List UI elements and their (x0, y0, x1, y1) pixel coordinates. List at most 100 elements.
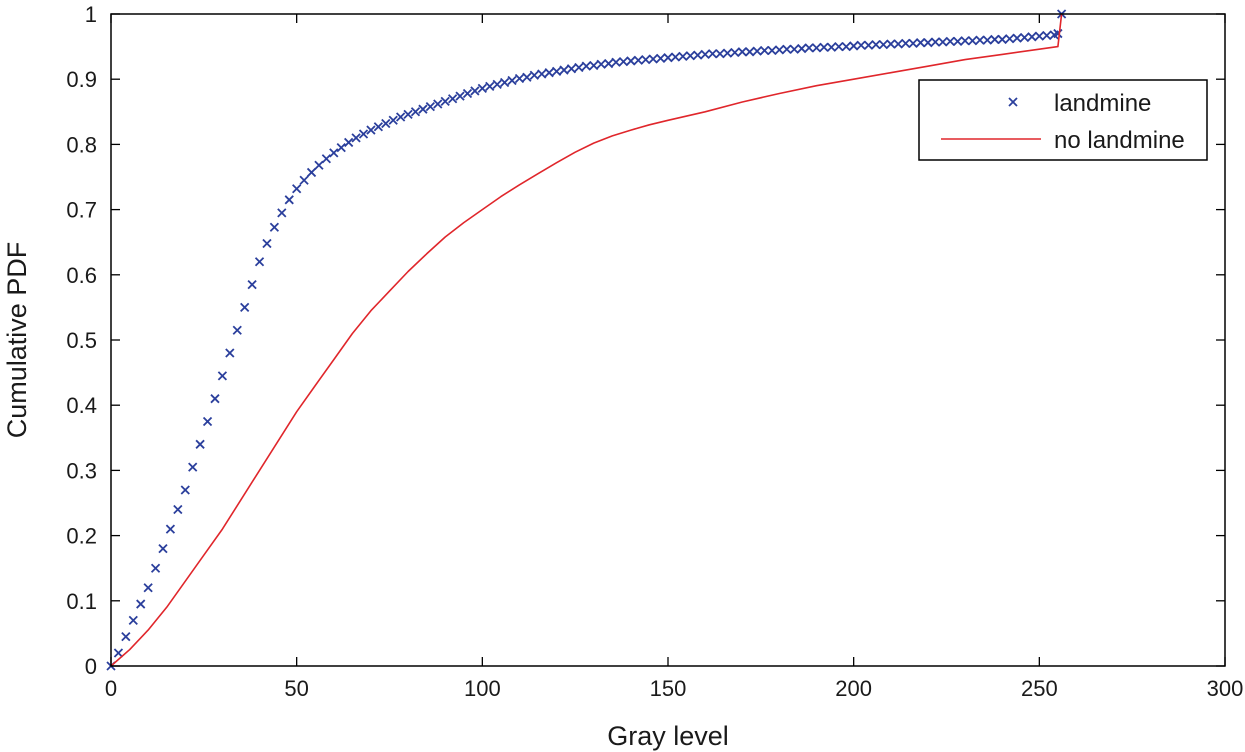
data-point-landmine (433, 99, 443, 109)
data-point-stroke (930, 37, 940, 47)
data-point-stroke (700, 49, 710, 60)
data-point-landmine (210, 394, 220, 404)
data-point-landmine (522, 72, 532, 82)
data-point-stroke (173, 504, 183, 515)
data-point-landmine (180, 485, 190, 495)
data-point-landmine (225, 348, 235, 358)
data-point-stroke (804, 43, 814, 53)
x-tick-label: 200 (835, 676, 872, 701)
data-point-stroke (180, 485, 190, 495)
data-point-landmine (396, 112, 406, 122)
data-point-stroke (1027, 32, 1037, 42)
data-point-stroke (945, 36, 955, 47)
y-tick-label: 0.2 (66, 524, 97, 549)
data-point-landmine (804, 43, 814, 53)
data-point-landmine (499, 77, 510, 88)
data-point-landmine (589, 60, 599, 71)
data-point-landmine (262, 238, 272, 249)
x-tick-label: 50 (284, 676, 308, 701)
data-point-landmine (559, 65, 569, 75)
data-point-landmine (551, 66, 562, 77)
data-point-landmine (240, 302, 250, 313)
data-point-stroke (403, 109, 413, 120)
data-point-stroke (247, 279, 257, 290)
y-tick-label: 0.6 (66, 263, 97, 288)
data-point-stroke (366, 125, 376, 135)
data-point-stroke (915, 38, 926, 48)
data-point-landmine (670, 52, 681, 62)
data-point-stroke (1053, 28, 1063, 39)
data-point-stroke (433, 99, 443, 109)
data-point-landmine (596, 59, 606, 69)
x-tick-label: 0 (105, 676, 117, 701)
data-point-stroke (321, 154, 332, 164)
data-point-stroke (1042, 30, 1052, 41)
data-point-stroke (826, 42, 837, 52)
data-point-stroke (277, 208, 287, 218)
data-point-stroke (693, 50, 703, 60)
data-point-stroke (663, 53, 673, 63)
data-point-landmine (529, 70, 539, 80)
data-point-stroke (722, 48, 733, 58)
data-point-landmine (767, 45, 777, 56)
data-point-stroke (589, 60, 599, 71)
data-point-landmine (329, 148, 339, 158)
data-point-stroke (136, 599, 146, 609)
data-point-landmine (641, 55, 651, 65)
x-tick-label: 300 (1207, 676, 1244, 701)
data-point-landmine (136, 599, 146, 609)
data-point-landmine (1053, 28, 1063, 39)
data-point-stroke (670, 52, 681, 62)
data-point-landmine (470, 86, 480, 96)
data-point-stroke (737, 47, 747, 57)
data-point-landmine (886, 39, 896, 49)
data-point-landmine (700, 49, 710, 60)
data-point-landmine (819, 42, 829, 52)
data-point-stroke (745, 47, 755, 57)
data-point-stroke (462, 88, 473, 99)
y-tick-label: 1 (85, 2, 97, 27)
data-point-stroke (418, 104, 428, 114)
data-point-stroke (306, 167, 317, 178)
data-point-stroke (596, 59, 606, 69)
data-point-landmine (1019, 32, 1030, 43)
y-tick-label: 0.8 (66, 132, 97, 157)
data-point-stroke (329, 148, 339, 158)
data-point-stroke (225, 348, 235, 358)
data-point-landmine (685, 51, 695, 61)
data-point-stroke (566, 64, 577, 74)
x-axis-title: Gray level (607, 721, 729, 751)
data-point-stroke (121, 632, 131, 642)
data-point-landmine (967, 36, 978, 46)
data-point-landmine (901, 38, 911, 48)
data-point-landmine (447, 94, 458, 104)
data-point-landmine (165, 524, 176, 534)
legend-label-no-landmine: no landmine (1054, 127, 1185, 154)
data-point-stroke (611, 57, 621, 67)
data-point-landmine (826, 42, 837, 52)
data-point-stroke (529, 70, 539, 80)
data-point-stroke (373, 122, 383, 132)
data-point-stroke (1034, 31, 1044, 41)
data-point-stroke (893, 39, 903, 49)
data-point-stroke (878, 40, 889, 50)
data-point-landmine (863, 40, 874, 50)
data-point-landmine (188, 462, 198, 472)
y-tick-label: 0.7 (66, 198, 97, 223)
data-point-landmine (121, 632, 131, 642)
data-point-landmine (618, 56, 629, 67)
data-point-landmine (232, 325, 242, 335)
data-point-stroke (202, 416, 213, 427)
data-point-stroke (299, 175, 309, 185)
data-point-landmine (789, 44, 799, 54)
data-point-landmine (997, 34, 1007, 45)
data-point-landmine (388, 115, 398, 125)
data-point-landmine (693, 50, 703, 60)
data-point-landmine (730, 47, 740, 58)
data-point-stroke (871, 40, 881, 50)
data-point-stroke (240, 302, 250, 313)
data-point-stroke (507, 75, 517, 86)
data-point-landmine (195, 439, 205, 449)
data-point-stroke (477, 83, 487, 93)
